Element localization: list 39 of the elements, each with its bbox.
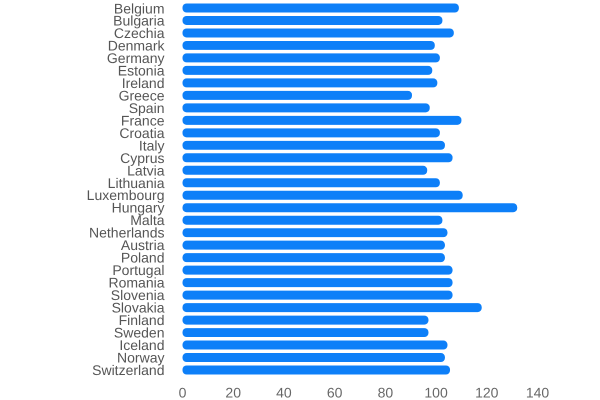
x-tick-label: 40 [276,384,292,400]
bar [182,190,463,200]
bar [182,203,518,212]
bar [182,40,435,50]
bar [182,216,442,225]
x-tick-label: 60 [326,384,343,400]
bar [182,16,442,25]
bar [182,316,428,325]
bar [182,116,462,125]
bar [182,228,448,238]
bar [182,353,445,362]
bar [182,78,438,88]
bar [182,340,448,350]
y-tick-label: Croatia [119,124,165,141]
bar [182,103,430,112]
x-tick-label: 20 [225,384,242,400]
bar [182,53,440,62]
bar [182,278,453,288]
bar [182,366,450,375]
bar [182,166,428,175]
bar [182,28,454,38]
bar [182,240,445,250]
bar [182,303,482,312]
x-tick-label: 100 [424,384,448,400]
bar [182,153,453,162]
x-tick-label: 0 [178,384,187,400]
bar [182,90,412,100]
bar [182,253,445,262]
x-tick-label: 80 [378,384,394,400]
bar [182,328,428,338]
bar [182,178,440,188]
bar [182,140,445,150]
bar [182,128,440,138]
bar [182,290,453,300]
x-tick-label: 140 [526,384,550,400]
bar [182,3,459,12]
bar [182,66,432,75]
x-tick-label: 120 [475,384,499,400]
bar [182,266,453,275]
